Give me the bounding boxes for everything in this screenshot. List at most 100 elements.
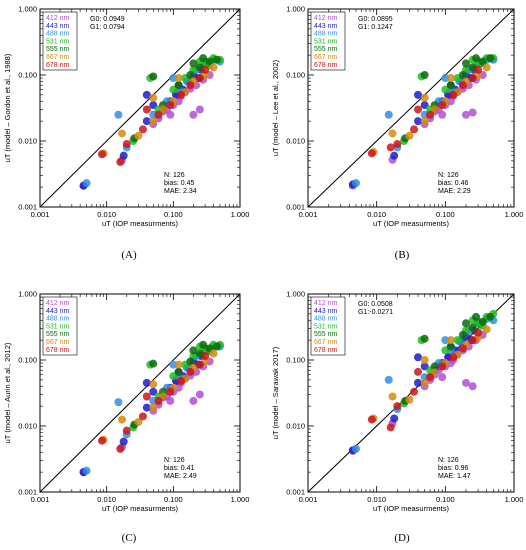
legend-entry: 531 nm [46,323,70,330]
data-point [446,74,455,83]
y-axis-label: uT (model – Gordon et al., 1988) [3,53,12,162]
legend-entry: 412 nm [46,300,70,307]
stats-text: bias: 0.41 [164,465,194,472]
stats-text: bias: 0.96 [438,465,468,472]
data-point [390,151,399,160]
data-point [468,323,477,332]
legend-entry: 667 nm [46,54,70,61]
x-tick-label: 0.100 [164,495,183,504]
legend-entry: 488 nm [46,316,70,323]
data-point [118,129,127,138]
data-point [149,380,158,389]
data-point [149,359,158,368]
data-point [472,54,481,63]
data-point [174,74,183,83]
data-point [149,93,158,102]
data-point [414,117,423,126]
data-point [414,105,423,114]
legend-entry: 531 nm [46,38,70,45]
legend-box [310,11,346,71]
x-axis-label: uT (IOP measurments) [373,504,449,513]
x-tick-label: 0.100 [436,495,455,504]
data-point [449,90,458,99]
legend-entry: 531 nm [314,38,338,45]
x-tick-label: 1.000 [231,210,250,219]
data-point [134,131,143,140]
stats-text: MAE: 2.34 [164,188,197,195]
data-point [174,81,183,90]
one-to-one-line [307,8,515,208]
legend-box [42,11,78,71]
x-axis-label: uT (IOP measurments) [373,219,449,228]
y-tick-label: 0.010 [18,137,37,146]
data-point [166,396,175,405]
data-point [468,108,477,117]
one-to-one-line [39,8,241,208]
chart-panel-1: 0.001 0.010 0.100 1.000 0.001 0.010 0.100 1.000… [3,5,249,262]
x-tick-label: 1.000 [231,495,250,504]
series-555-nm [401,54,495,143]
data-point [405,395,414,404]
legend-box [42,296,78,356]
data-point [474,328,483,337]
legend-entry: 667 nm [46,339,70,346]
data-point [430,105,439,114]
legend-entry: 443 nm [314,23,338,30]
legend-entry: 412 nm [314,15,338,22]
data-point [195,105,204,114]
data-point [174,367,183,376]
legend-entry: 678 nm [46,62,70,69]
data-point [138,125,147,134]
legend-entry: 412 nm [314,300,338,307]
legend-entry: 488 nm [314,31,338,38]
data-point [199,340,208,349]
legend-entry: 443 nm [46,23,70,30]
data-point [189,110,198,119]
data-point [384,375,393,384]
data-point [393,402,402,411]
series-555-nm [401,312,495,405]
y-tick-label: 0.100 [18,71,37,80]
panel-label: (A) [121,249,137,261]
data-point [149,72,158,81]
data-point [122,426,131,435]
data-point [449,353,458,362]
data-point [367,415,376,424]
data-point [438,373,447,382]
y-tick-label: 1.000 [286,290,305,299]
legend-entry: 678 nm [314,62,338,69]
stats-text: N: 126 [438,457,459,464]
x-tick-label: 0.001 [31,495,50,504]
x-axis-label: uT (IOP measurments) [102,219,178,228]
data-point [430,362,439,371]
x-tick-label: 0.010 [367,210,386,219]
data-point [446,336,455,345]
stats-text: MAE: 1.47 [438,473,471,480]
data-point [166,101,175,110]
data-point [149,403,158,412]
data-point [458,344,467,353]
data-point [420,101,429,110]
x-tick-label: 0.100 [164,210,183,219]
data-point [438,362,447,371]
y-tick-label: 0.001 [286,203,305,212]
data-point [468,74,477,83]
panel-label: (C) [122,532,137,544]
data-point [159,105,168,114]
y-axis-label: uT (model – Lee et al., 2002) [271,59,280,156]
data-point [116,158,125,167]
data-point [446,81,455,90]
fit-text: G0: 0.0949 [90,16,125,23]
legend-entry: 678 nm [314,347,338,354]
data-point [209,349,218,358]
series-678-nm [97,351,210,453]
chart-panel-2: 0.001 0.010 0.100 1.000 0.001 0.010 0.100 1.000… [271,5,523,262]
legend-entry: 667 nm [314,339,338,346]
data-point [186,367,195,376]
data-point [426,110,435,119]
x-tick-label: 0.010 [367,495,386,504]
data-point [142,403,151,412]
data-point [386,423,395,432]
